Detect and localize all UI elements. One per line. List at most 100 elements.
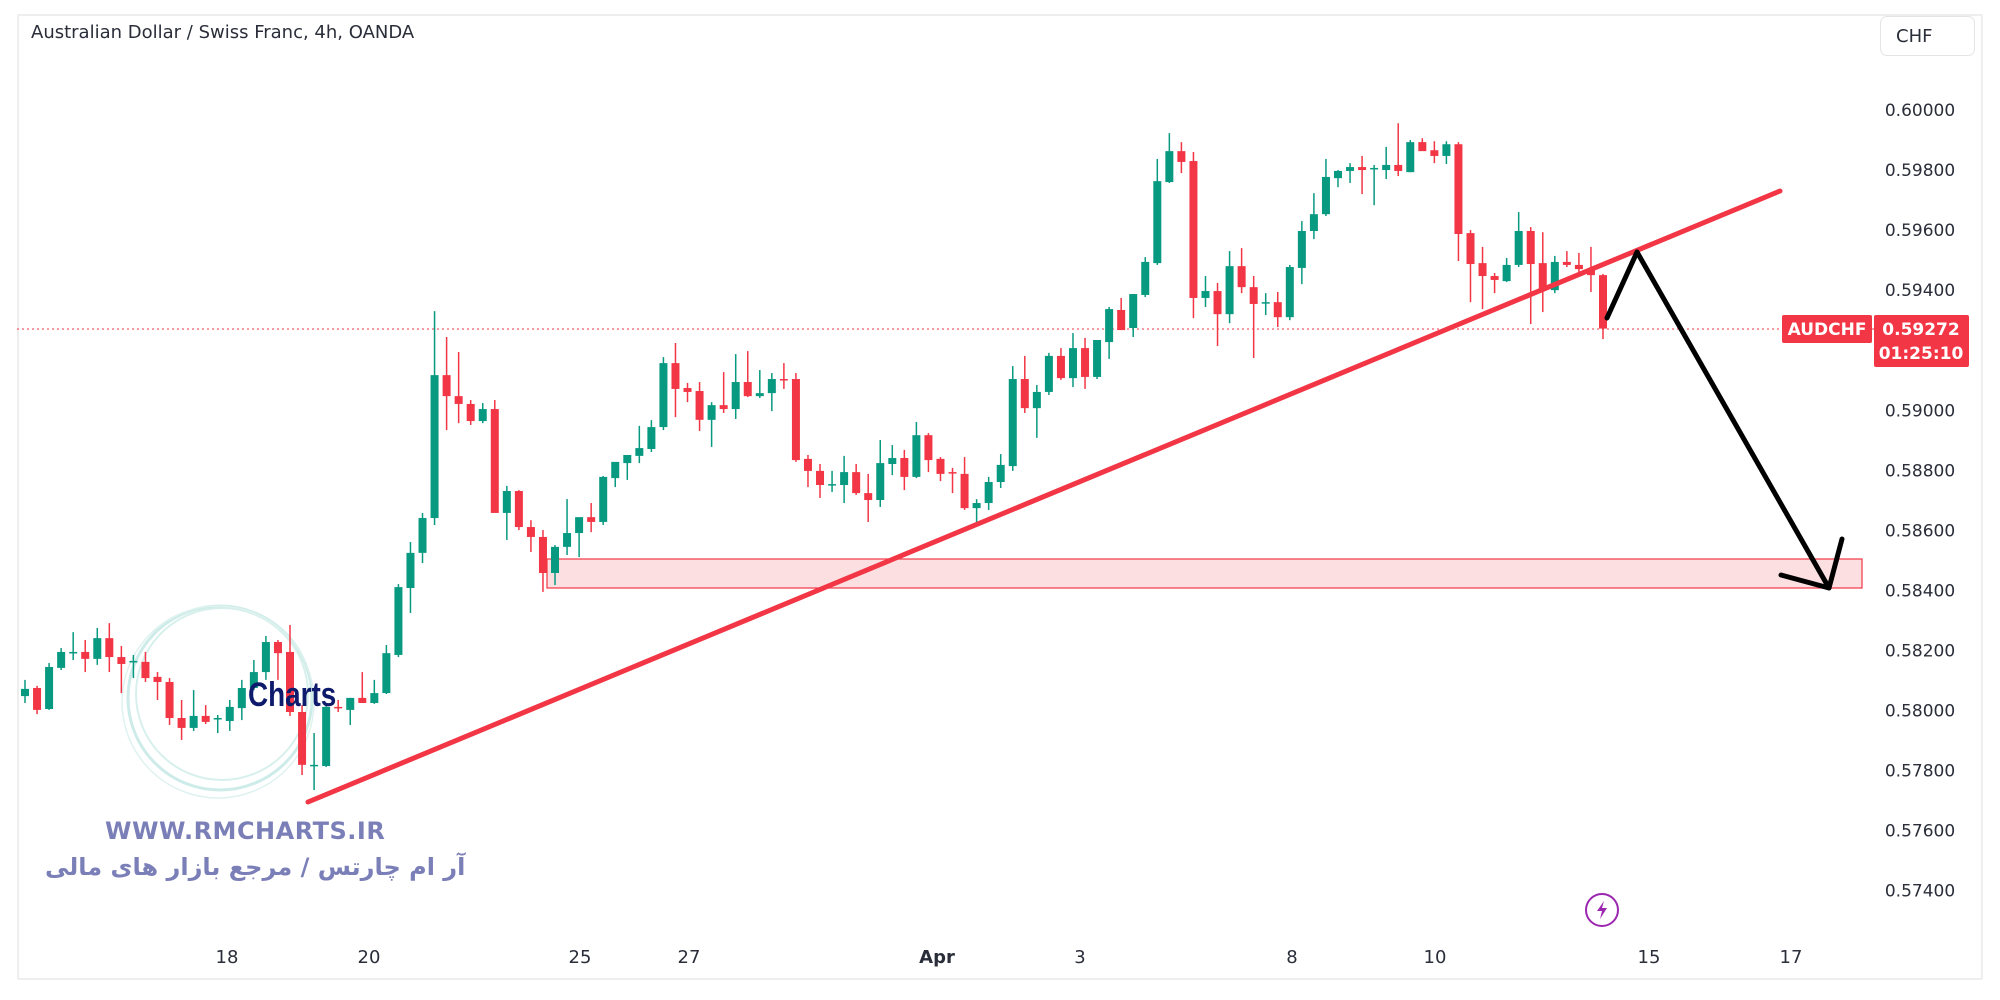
candle <box>912 421 921 479</box>
trendline[interactable] <box>305 188 1783 805</box>
candle <box>707 402 716 447</box>
chart-title: Australian Dollar / Swiss Franc, 4h, OAN… <box>31 22 415 43</box>
watermark-logo-circle <box>121 604 315 799</box>
candle <box>249 660 258 691</box>
watermark-url: WWW.RMCHARTS.IR <box>105 817 386 845</box>
candle <box>1309 193 1318 240</box>
candle <box>1490 273 1499 294</box>
time-axis-label: 27 <box>678 947 701 968</box>
candle <box>1285 264 1294 321</box>
projection-arrow[interactable] <box>1604 249 1845 591</box>
bolt-glyph-icon <box>1597 901 1607 919</box>
candle <box>1358 155 1367 195</box>
candle <box>1081 337 1090 389</box>
price-axis-label: 0.58800 <box>1885 461 1955 481</box>
candle <box>599 476 608 525</box>
candle <box>1502 258 1511 283</box>
candle <box>273 639 282 680</box>
candle <box>1201 276 1210 307</box>
candle <box>1382 146 1391 180</box>
candle <box>779 363 788 389</box>
candle <box>1346 163 1355 183</box>
price-axis[interactable]: 0.60000 0.59800 0.59600 0.59400 0.59000 0.588… <box>1885 101 1955 902</box>
candle <box>454 352 463 424</box>
candle <box>695 382 704 431</box>
candle <box>406 542 415 613</box>
candle <box>671 342 680 418</box>
candle <box>418 512 427 564</box>
candle <box>153 672 162 700</box>
candle <box>840 455 849 504</box>
candle <box>514 490 523 531</box>
target-support-zone[interactable] <box>546 558 1863 589</box>
candle <box>165 678 174 725</box>
candle <box>1418 138 1427 152</box>
candle <box>117 645 126 694</box>
candle <box>1225 251 1234 324</box>
candle <box>1406 140 1415 173</box>
candle <box>526 520 535 552</box>
candle <box>936 457 945 482</box>
candle <box>370 679 379 704</box>
price-axis-label: 0.59000 <box>1885 401 1955 421</box>
candle <box>490 400 499 513</box>
time-axis-label: 10 <box>1424 947 1447 968</box>
candle <box>1237 248 1246 294</box>
time-axis-label: 20 <box>358 947 381 968</box>
candle <box>852 463 861 495</box>
candle <box>551 545 560 585</box>
time-axis-label: 17 <box>1780 947 1803 968</box>
candle <box>310 733 319 791</box>
price-axis-label: 0.58600 <box>1885 521 1955 541</box>
candle <box>888 445 897 476</box>
candles <box>21 123 1607 791</box>
last-price-badge: 0.59272 01:25:10 <box>1874 315 1969 367</box>
candle <box>93 627 102 665</box>
candle <box>1599 273 1607 340</box>
price-axis-label: 0.59400 <box>1885 281 1955 301</box>
candle <box>1056 348 1065 380</box>
candle <box>1068 333 1077 388</box>
candle <box>1249 276 1258 359</box>
candle <box>1273 291 1282 328</box>
candle <box>1370 164 1379 206</box>
candle <box>225 699 234 731</box>
candle <box>298 705 307 776</box>
price-axis-label: 0.57800 <box>1885 762 1955 782</box>
candle <box>237 679 246 721</box>
last-price-value: 0.59272 <box>1882 320 1959 340</box>
candle <box>575 517 584 558</box>
price-axis-label: 0.58000 <box>1885 702 1955 722</box>
candle <box>478 403 487 424</box>
price-axis-label: 0.59800 <box>1885 161 1955 181</box>
candle <box>948 467 957 494</box>
currency-button[interactable]: CHF <box>1880 16 1975 56</box>
candle <box>45 663 54 710</box>
price-axis-label: 0.57600 <box>1885 822 1955 842</box>
candle <box>1526 227 1535 325</box>
lightning-icon[interactable] <box>1585 893 1619 927</box>
candle <box>1129 294 1138 337</box>
candle <box>1454 142 1463 262</box>
candle <box>924 433 933 473</box>
symbol-badge: AUDCHF <box>1782 315 1872 343</box>
candle <box>1514 212 1523 268</box>
price-axis-label: 0.59600 <box>1885 221 1955 241</box>
candle <box>1466 230 1475 303</box>
candle <box>81 639 90 673</box>
candle <box>346 697 355 725</box>
candle <box>611 461 620 488</box>
candle <box>358 672 367 703</box>
candle <box>141 651 150 682</box>
time-axis-label: Apr <box>919 947 955 968</box>
candle <box>1394 123 1403 177</box>
candle <box>683 382 692 403</box>
candle <box>1141 257 1150 298</box>
time-axis-label: 15 <box>1638 947 1661 968</box>
candle <box>502 485 511 540</box>
time-axis[interactable]: 18 20 25 27 Apr 3 8 10 15 17 <box>216 947 1803 968</box>
candle <box>1032 385 1041 438</box>
candle <box>129 654 138 679</box>
candle <box>743 351 752 398</box>
